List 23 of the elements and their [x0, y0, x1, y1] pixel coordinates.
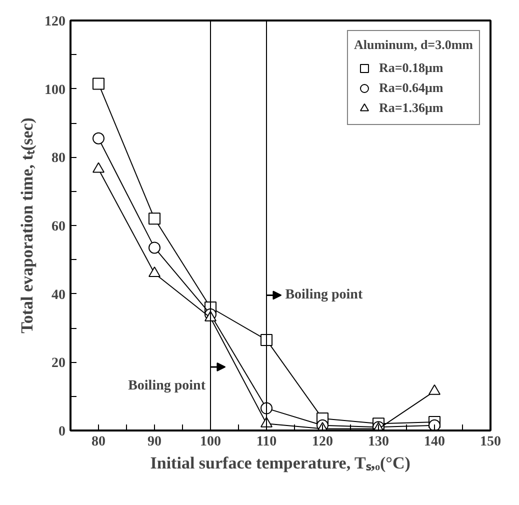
x-tick-label: 140: [424, 434, 445, 450]
y-axis-title: Total evaporation time, tₜ(sec): [18, 118, 36, 334]
y-tick-label: 0: [58, 424, 66, 440]
x-tick-label: 100: [200, 434, 221, 450]
legend-title: Aluminum, d=3.0mm: [354, 37, 473, 53]
x-tick-label: 80: [92, 434, 106, 450]
legend-label: Ra=0.64μm: [378, 80, 444, 96]
ref-line-label: Boiling point: [285, 288, 363, 303]
x-tick-label: 130: [368, 434, 389, 450]
y-tick-label: 60: [52, 220, 66, 234]
x-tick-label: 150: [480, 434, 501, 450]
legend-label: Ra=1.36μm: [378, 100, 444, 116]
y-tick-label: 20: [52, 356, 66, 372]
y-tick-label: 100: [44, 82, 66, 98]
y-tick-label: 120: [44, 14, 66, 30]
y-tick-label: 80: [52, 151, 66, 166]
y-tick-label: 40: [52, 288, 66, 303]
legend-label: Ra=0.18μm: [378, 60, 444, 76]
x-tick-label: 90: [148, 434, 162, 450]
ref-line-label: Boiling point: [128, 378, 206, 394]
x-axis-title: Initial surface temperature, Tₛ,ₒ(°C): [150, 454, 410, 472]
x-tick-label: 110: [256, 434, 277, 450]
x-tick-label: 120: [312, 434, 333, 450]
